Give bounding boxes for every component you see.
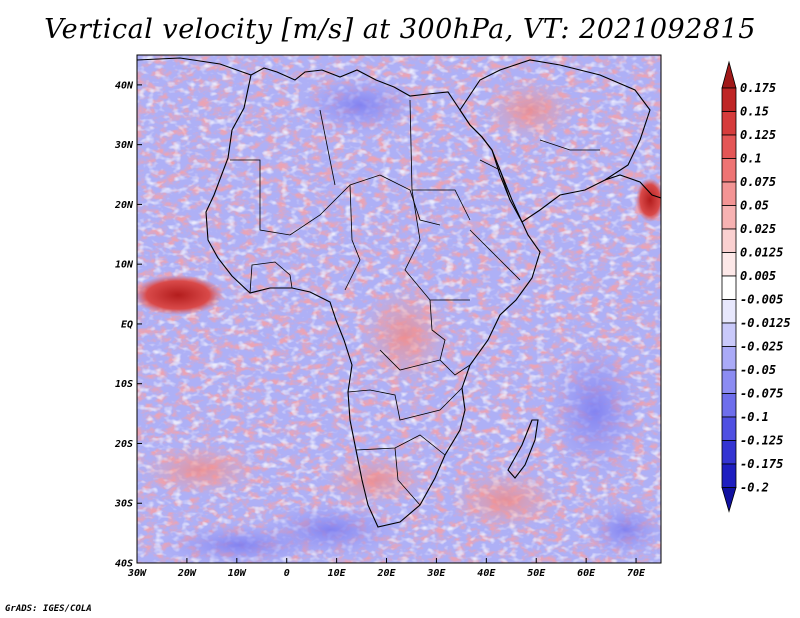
lat-tick-label: 20S	[114, 439, 133, 450]
colorbar-swatch	[721, 205, 737, 230]
colorbar-swatch	[721, 181, 737, 206]
colorbar-swatch	[721, 416, 737, 441]
colorbar-swatch	[721, 440, 737, 465]
colorbar-swatch	[721, 463, 737, 488]
colorbar-swatch	[721, 322, 737, 347]
colorbar-level-label: -0.125	[740, 434, 783, 448]
colorbar-level-label: 0.075	[740, 175, 776, 189]
lon-tick-label: 70E	[627, 568, 646, 579]
lat-tick-label: 10N	[115, 260, 134, 271]
colorbar-swatch	[721, 369, 737, 394]
plot-frame	[136, 54, 662, 564]
lon-tick-label: 20E	[376, 568, 396, 579]
colorbar-level-label: 0.005	[740, 269, 776, 283]
lon-tick-label: 30E	[426, 568, 446, 579]
colorbar-swatch	[721, 228, 737, 253]
coastlines	[137, 57, 661, 528]
lon-tick-label: 20W	[177, 568, 197, 579]
colorbar-level-label: -0.005	[740, 293, 783, 307]
colorbar-level-label: -0.2	[740, 481, 769, 495]
colorbar-level-label: -0.0125	[740, 316, 791, 330]
colorbar-swatch	[721, 134, 737, 159]
axis-ticks	[136, 84, 637, 564]
colorbar-level-label: 0.175	[740, 81, 776, 95]
colorbar-level-label: 0.0125	[740, 246, 783, 260]
colorbar-swatch	[721, 393, 737, 418]
lon-tick-label: 0	[284, 568, 290, 579]
lat-tick-label: 20N	[114, 200, 134, 211]
lat-tick-label: 30S	[114, 499, 133, 510]
lat-tick-label: 40S	[115, 559, 133, 570]
colorbar-top-arrow	[721, 60, 737, 89]
vertical-velocity-field	[137, 55, 661, 563]
lat-tick-label: 40N	[115, 80, 134, 91]
lon-tick-label: 60E	[577, 568, 596, 579]
colorbar-swatch	[721, 299, 737, 324]
colorbar-swatch	[721, 111, 737, 136]
colorbar-level-label: -0.1	[740, 410, 769, 424]
colorbar-level-label: 0.05	[740, 199, 769, 213]
colorbar-level-label: -0.175	[740, 457, 783, 471]
colorbar-level-label: 0.125	[740, 128, 776, 142]
lon-tick-label: 30W	[127, 568, 147, 579]
colorbar-level-label: 0.15	[740, 105, 769, 119]
lat-tick-label: EQ	[121, 319, 133, 330]
lon-tick-label: 50E	[527, 568, 546, 579]
colorbar-level-label: -0.05	[740, 363, 776, 377]
map-title: Vertical velocity [m/s] at 300hPa, VT: 2…	[44, 14, 756, 45]
longitude-labels: 30W 20W 10W 0 10E 20E 30E 40E 50E 60E 70E	[127, 568, 646, 579]
lat-tick-label: 30N	[114, 140, 134, 151]
colorbar-swatch	[721, 252, 737, 277]
colorbar-bottom-arrow	[721, 487, 737, 513]
colorbar-swatch	[721, 158, 737, 183]
lat-tick-label: 10S	[115, 379, 133, 390]
lon-tick-label: 10E	[328, 568, 347, 579]
colorbar-labels: 0.175 0.15 0.125 0.1 0.075 0.05 0.025 0.0125 0.0…	[740, 81, 791, 495]
lon-tick-label: 40E	[477, 568, 496, 579]
colorbar	[721, 60, 737, 513]
colorbar-level-label: -0.075	[740, 387, 783, 401]
colorbar-swatch	[721, 346, 737, 371]
country-borders	[230, 99, 600, 506]
colorbar-level-label: 0.025	[740, 222, 776, 236]
credit-text: GrADS: IGES/COLA	[5, 604, 92, 614]
colorbar-level-label: 0.1	[740, 152, 762, 166]
colorbar-level-label: -0.025	[740, 340, 783, 354]
latitude-labels: 40S 30S 20S 10S EQ 10N 20N 30N 40N	[114, 80, 134, 569]
colorbar-swatch	[721, 275, 737, 300]
lon-tick-label: 10W	[228, 568, 247, 579]
colorbar-swatch	[721, 87, 737, 112]
